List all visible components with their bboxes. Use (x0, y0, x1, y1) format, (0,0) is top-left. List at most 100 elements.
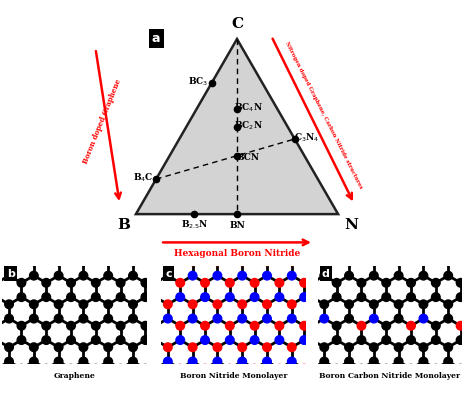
Circle shape (394, 386, 403, 395)
Circle shape (67, 235, 75, 244)
Circle shape (141, 293, 150, 301)
Circle shape (29, 357, 38, 366)
Circle shape (332, 322, 341, 330)
Circle shape (345, 386, 353, 395)
Circle shape (469, 357, 474, 366)
Circle shape (295, 314, 304, 323)
Circle shape (312, 314, 321, 323)
Circle shape (312, 386, 321, 395)
Circle shape (178, 186, 187, 194)
Text: N: N (344, 218, 358, 232)
Circle shape (308, 278, 316, 287)
Circle shape (312, 214, 321, 223)
Circle shape (129, 300, 137, 308)
Circle shape (424, 379, 432, 387)
Circle shape (411, 186, 420, 194)
Circle shape (141, 336, 150, 344)
Circle shape (42, 322, 51, 330)
Circle shape (327, 186, 336, 194)
Circle shape (240, 250, 249, 258)
Circle shape (424, 164, 432, 173)
Circle shape (456, 278, 465, 287)
Circle shape (216, 379, 224, 387)
Circle shape (250, 250, 259, 258)
Circle shape (394, 171, 403, 180)
Circle shape (141, 322, 150, 330)
Circle shape (424, 293, 432, 301)
Circle shape (79, 300, 88, 308)
Circle shape (139, 386, 147, 395)
Circle shape (154, 228, 162, 237)
Text: a: a (152, 32, 160, 45)
Circle shape (436, 300, 445, 308)
Circle shape (382, 293, 391, 301)
Circle shape (250, 278, 259, 287)
Circle shape (141, 278, 150, 287)
Circle shape (362, 171, 371, 180)
Circle shape (374, 207, 383, 216)
Circle shape (129, 186, 137, 194)
Circle shape (176, 336, 184, 344)
Circle shape (320, 271, 328, 280)
Circle shape (226, 293, 234, 301)
Circle shape (283, 379, 292, 387)
Circle shape (431, 207, 440, 216)
Circle shape (240, 365, 249, 373)
Circle shape (250, 365, 259, 373)
Circle shape (325, 379, 333, 387)
Circle shape (444, 343, 453, 352)
Circle shape (79, 257, 88, 265)
Circle shape (104, 314, 112, 323)
Circle shape (188, 228, 197, 237)
Circle shape (166, 336, 174, 344)
Circle shape (55, 300, 63, 308)
Circle shape (345, 214, 353, 223)
Circle shape (250, 207, 259, 216)
Circle shape (17, 379, 26, 387)
Circle shape (275, 293, 284, 301)
Circle shape (129, 314, 137, 323)
Circle shape (449, 235, 457, 244)
Circle shape (250, 379, 259, 387)
Circle shape (17, 365, 26, 373)
Circle shape (382, 322, 391, 330)
Circle shape (469, 171, 474, 180)
Circle shape (129, 386, 137, 395)
Circle shape (5, 314, 13, 323)
Circle shape (5, 343, 13, 352)
Circle shape (382, 207, 391, 216)
Circle shape (228, 257, 237, 265)
Circle shape (290, 336, 299, 344)
Circle shape (407, 336, 415, 344)
Circle shape (394, 186, 403, 194)
Circle shape (228, 228, 237, 237)
Circle shape (469, 271, 474, 280)
Circle shape (325, 336, 333, 344)
Circle shape (374, 235, 383, 244)
Circle shape (104, 271, 112, 280)
Circle shape (240, 278, 249, 287)
Circle shape (164, 357, 172, 366)
Circle shape (399, 164, 408, 173)
Circle shape (238, 314, 246, 323)
Circle shape (127, 322, 135, 330)
Circle shape (419, 314, 428, 323)
Circle shape (362, 357, 371, 366)
Circle shape (42, 379, 51, 387)
Circle shape (419, 171, 428, 180)
Circle shape (288, 386, 296, 395)
Circle shape (387, 214, 395, 223)
Circle shape (374, 250, 383, 258)
Circle shape (290, 322, 299, 330)
Circle shape (349, 322, 358, 330)
Circle shape (337, 271, 346, 280)
Circle shape (265, 379, 273, 387)
Circle shape (300, 193, 309, 201)
Circle shape (127, 365, 135, 373)
Circle shape (275, 207, 284, 216)
Circle shape (449, 250, 457, 258)
Circle shape (166, 379, 174, 387)
Circle shape (164, 386, 172, 395)
Circle shape (339, 235, 348, 244)
Circle shape (55, 357, 63, 366)
